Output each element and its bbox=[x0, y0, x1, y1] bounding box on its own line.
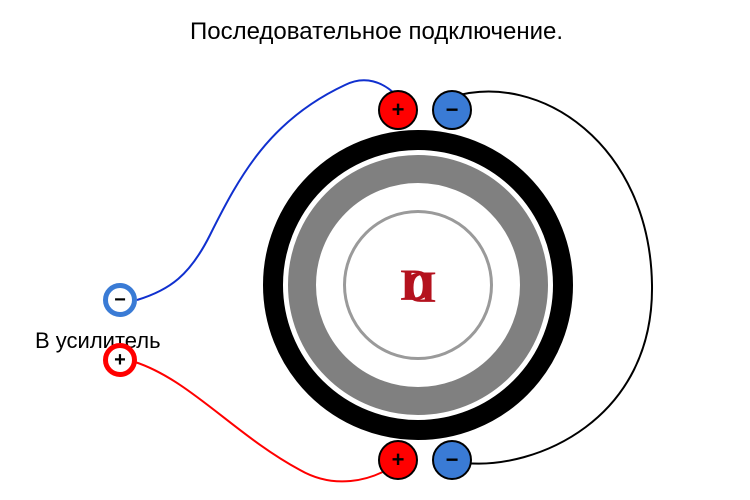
terminal-bot_minus: − bbox=[432, 440, 472, 480]
terminal-amp_minus: − bbox=[103, 283, 137, 317]
diagram-title: Последовательное подключение. bbox=[190, 18, 563, 46]
logo-d2: D bbox=[418, 262, 436, 313]
diagram-canvas: Последовательное подключение. В усилител… bbox=[0, 0, 750, 500]
terminal-top_minus: − bbox=[432, 90, 472, 130]
speaker-logo: DD bbox=[400, 260, 436, 311]
logo-d1: D bbox=[400, 261, 418, 310]
terminal-top_plus: + bbox=[378, 90, 418, 130]
terminal-bot_plus: + bbox=[378, 440, 418, 480]
amplifier-label: В усилитель bbox=[35, 328, 161, 354]
terminal-amp_plus: + bbox=[103, 343, 137, 377]
